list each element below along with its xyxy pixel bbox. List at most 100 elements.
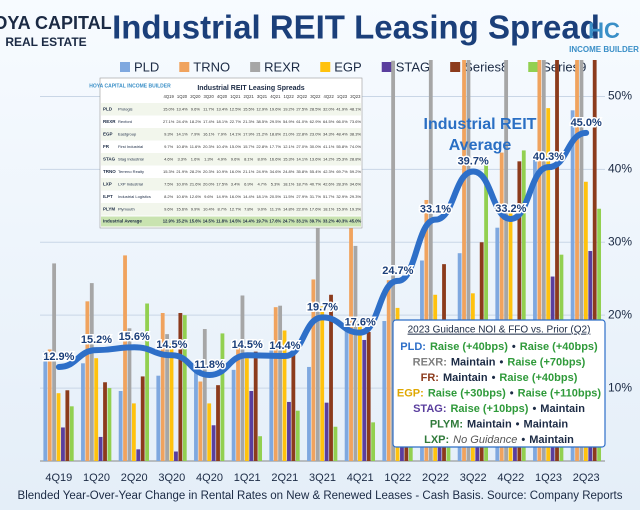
bar bbox=[349, 208, 353, 461]
table-cell: 15.6% bbox=[176, 206, 188, 211]
table-cell: 12.7% bbox=[230, 206, 242, 211]
guidance-row: REXR: Maintain • Raise (+70bps) bbox=[413, 356, 586, 368]
table-cell: 14.1% bbox=[296, 156, 308, 161]
bar bbox=[537, 60, 542, 461]
table-cell: 6.9% bbox=[244, 181, 254, 186]
data-label: 19.7% bbox=[307, 301, 338, 313]
guidance-ffo: Raise (+70bps) bbox=[507, 356, 585, 368]
table-cell: 28.2% bbox=[190, 169, 202, 174]
table-cell: 3.4% bbox=[231, 181, 241, 186]
guidance-separator: • bbox=[516, 418, 520, 430]
table-name: First Industrial bbox=[118, 144, 143, 149]
x-tick-label: 3Q20 bbox=[158, 472, 185, 484]
table-cell: 15.0% bbox=[230, 144, 242, 149]
table-name: Industrial Logistics bbox=[118, 194, 151, 199]
table-name: Eastgroup bbox=[118, 131, 137, 136]
bar bbox=[231, 369, 236, 461]
guidance-separator: • bbox=[510, 387, 514, 399]
guidance-ticker: FR: bbox=[421, 372, 439, 384]
table-average-cell: 12.9% bbox=[163, 219, 175, 224]
guidance-ffo: Raise (+110bps) bbox=[518, 387, 602, 399]
table-cell: 9.9% bbox=[191, 206, 201, 211]
bar bbox=[240, 295, 245, 461]
table-cell: 12.9% bbox=[256, 106, 268, 111]
table-header: 1Q21 bbox=[230, 94, 241, 99]
bar bbox=[462, 60, 466, 461]
guidance-noi: Raise (+30bps) bbox=[428, 387, 506, 399]
bar bbox=[382, 321, 387, 461]
table-cell: 10.8% bbox=[176, 144, 188, 149]
table-cell: 7.8% bbox=[244, 206, 254, 211]
table-cell: 22.8% bbox=[256, 144, 268, 149]
guidance-row: PLD: Raise (+40bps) • Raise (+40bps) bbox=[400, 341, 598, 353]
table-cell: 21.0% bbox=[283, 131, 295, 136]
table-header: 2Q21 bbox=[244, 94, 255, 99]
table-cell: 59.2% bbox=[350, 169, 362, 174]
bar bbox=[579, 60, 584, 461]
table-cell: 25.3% bbox=[336, 156, 348, 161]
table-cell: 17.6% bbox=[310, 206, 322, 211]
table-cell: 18.2% bbox=[190, 119, 202, 124]
bar bbox=[81, 363, 85, 461]
bar bbox=[127, 328, 132, 461]
bar bbox=[47, 349, 52, 461]
bar bbox=[546, 108, 551, 461]
table-cell: 18.1% bbox=[283, 181, 295, 186]
table-average-cell: 14.4% bbox=[243, 219, 255, 224]
table-cell: 34.3% bbox=[323, 131, 335, 136]
guidance-ffo: Raise (+40bps) bbox=[520, 341, 598, 353]
data-label: 33.1% bbox=[420, 204, 451, 216]
table-cell: 61.0% bbox=[296, 119, 308, 124]
table-row bbox=[101, 115, 361, 128]
guidance-ticker: STAG: bbox=[413, 403, 446, 415]
bar bbox=[353, 245, 358, 461]
bar bbox=[521, 150, 526, 461]
table-cell: 7.9% bbox=[217, 131, 227, 136]
bar bbox=[244, 358, 249, 461]
guidance-separator: • bbox=[500, 356, 504, 368]
table-cell: 3.3% bbox=[177, 156, 187, 161]
table-cell: 20.3% bbox=[203, 144, 215, 149]
table-cell: 22.8% bbox=[296, 131, 308, 136]
legend-swatch bbox=[120, 62, 130, 72]
bar bbox=[103, 382, 107, 461]
table-cell: 54.9% bbox=[283, 119, 295, 124]
table-ticker: LXP bbox=[103, 181, 112, 186]
table-cell: 11.5% bbox=[283, 194, 294, 199]
bar bbox=[295, 410, 300, 461]
bar bbox=[499, 152, 504, 461]
table-cell: 4.9% bbox=[217, 156, 227, 161]
table-logo: HOYA CAPITAL INCOME BUILDER bbox=[89, 83, 171, 89]
x-tick-label: 1Q21 bbox=[234, 472, 261, 484]
bar bbox=[311, 279, 316, 461]
table-cell: 15.3% bbox=[163, 169, 175, 174]
table-average-cell: 45.0% bbox=[349, 219, 361, 224]
table-cell: 18.1% bbox=[256, 194, 268, 199]
table-average-label: Industrial Average bbox=[103, 219, 142, 224]
table-cell: 1.3% bbox=[204, 156, 214, 161]
bar bbox=[220, 333, 225, 461]
table-cell: 38.5% bbox=[256, 119, 268, 124]
table-cell: 7.9% bbox=[191, 131, 201, 136]
legend-label: PLD bbox=[134, 59, 159, 74]
table-row bbox=[101, 203, 361, 216]
table-cell: 12.1% bbox=[283, 144, 295, 149]
bar bbox=[69, 406, 74, 461]
bar bbox=[202, 329, 207, 461]
bar bbox=[269, 347, 274, 461]
data-label: 39.7% bbox=[458, 155, 489, 167]
guidance-noi: Raise (+10bps) bbox=[450, 403, 528, 415]
table-ticker: FR bbox=[103, 144, 110, 149]
table-row bbox=[101, 178, 361, 191]
bar bbox=[592, 60, 597, 461]
bar bbox=[344, 318, 349, 461]
table-cell: 13.6% bbox=[310, 156, 322, 161]
legend-swatch bbox=[250, 62, 261, 72]
table-cell: 13.4% bbox=[216, 106, 228, 111]
table-cell: 41.9% bbox=[336, 106, 348, 111]
bar bbox=[131, 403, 136, 461]
table-cell: 8.7% bbox=[217, 206, 227, 211]
bar bbox=[118, 391, 123, 461]
table-cell: 29.5% bbox=[270, 119, 282, 124]
